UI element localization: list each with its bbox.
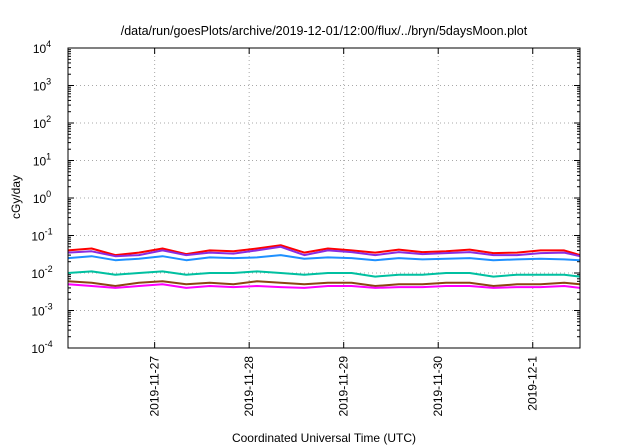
x-tick-label: 2019-12-1	[526, 356, 540, 411]
series-line	[67, 270, 581, 278]
series-line	[67, 244, 581, 257]
series-line	[67, 283, 581, 289]
x-tick-label: 2019-11-28	[242, 356, 256, 417]
y-tick-label: 10-3	[31, 302, 52, 319]
y-tick-label: 10-1	[31, 227, 52, 244]
chart-title: /data/run/goesPlots/archive/2019-12-01/1…	[121, 24, 528, 38]
x-tick-label: 2019-11-30	[431, 356, 445, 417]
x-tick-label: 2019-11-29	[337, 356, 351, 417]
y-tick-label: 10-2	[31, 264, 52, 281]
y-tick-label: 101	[33, 152, 51, 169]
y-tick-label: 103	[33, 77, 51, 94]
y-tick-label: 104	[33, 39, 51, 56]
x-tick-label: 2019-11-27	[148, 356, 162, 417]
y-axis-label: cGy/day	[9, 175, 23, 219]
plot-frame	[67, 47, 581, 349]
y-tick-label: 10-4	[31, 339, 52, 356]
plot-area: 10-4 10-3 10-2 10-1 100 101 102 103 104 2019-11-2…	[31, 39, 581, 417]
x-axis-label: Coordinated Universal Time (UTC)	[232, 431, 416, 445]
series-line	[67, 245, 581, 258]
y-tick-label: 100	[33, 189, 51, 206]
y-tick-label: 102	[33, 114, 51, 131]
series-line	[67, 280, 581, 287]
series-line	[67, 254, 581, 262]
